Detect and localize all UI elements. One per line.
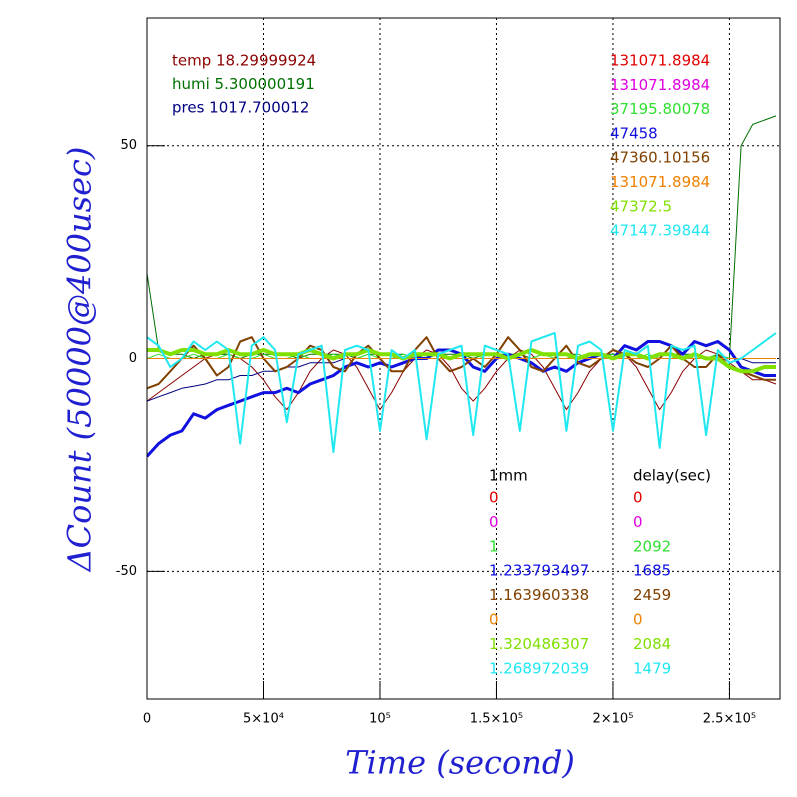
y-tick-label: 0 bbox=[129, 351, 137, 366]
legend-entry: pres 1017.700012 bbox=[172, 99, 309, 117]
table-header: delay(sec) bbox=[633, 467, 711, 485]
x-tick-label: 5×10⁴ bbox=[243, 712, 284, 727]
x-axis-title: Time (second) bbox=[345, 744, 575, 782]
x-tick-label: 2.5×10⁵ bbox=[703, 712, 756, 727]
y-axis-title: ΔCount (50000@400usec) bbox=[61, 147, 99, 574]
series-line bbox=[147, 332, 777, 454]
legend-entry: humi 5.300000191 bbox=[172, 75, 315, 93]
table-cell: 0 bbox=[489, 513, 499, 531]
table-cell: 1.233793497 bbox=[489, 562, 589, 580]
legend-entry: 47372.5 bbox=[610, 197, 672, 215]
legend-entry: 131071.8984 bbox=[610, 52, 710, 70]
table-cell: 2084 bbox=[633, 635, 671, 653]
x-tick-label: 2×10⁵ bbox=[592, 712, 633, 727]
plot-frame bbox=[146, 17, 781, 700]
legend-entry: 131071.8984 bbox=[610, 76, 710, 94]
legend-entry: 131071.8984 bbox=[610, 173, 710, 191]
legend-entry: 47147.39844 bbox=[610, 222, 710, 240]
table-cell: 0 bbox=[633, 611, 643, 629]
table-cell: 0 bbox=[633, 489, 643, 507]
table-cell: 2459 bbox=[633, 586, 671, 604]
legend-entry: temp 18.29999924 bbox=[172, 52, 316, 70]
table-cell: 1.163960338 bbox=[489, 586, 589, 604]
table-cell: 0 bbox=[489, 489, 499, 507]
legend-entry: 47458 bbox=[610, 124, 658, 142]
table-cell: 1 bbox=[489, 537, 499, 555]
plot-lines bbox=[147, 115, 777, 458]
table-cell: 2092 bbox=[633, 537, 671, 555]
series-line bbox=[147, 349, 777, 411]
y-tick-label: -50 bbox=[116, 564, 137, 579]
table-cell: 1.320486307 bbox=[489, 635, 589, 653]
x-tick-label: 10⁵ bbox=[369, 712, 391, 727]
table-cell: 1685 bbox=[633, 562, 671, 580]
table-cell: 1479 bbox=[633, 659, 671, 677]
table-header: 1mm bbox=[489, 467, 528, 485]
legend-entry: 37195.80078 bbox=[610, 100, 710, 118]
labels: 0 5×10⁴ 10⁵ 1.5×10⁵ 2×10⁵ 2.5×10⁵ -50 0 50 1mm del… bbox=[116, 52, 756, 727]
x-tick-label: 0 bbox=[143, 712, 151, 727]
legend-entry: 47360.10156 bbox=[610, 149, 710, 167]
table-cell: 0 bbox=[633, 513, 643, 531]
y-tick-label: 50 bbox=[120, 138, 137, 153]
table-cell: 0 bbox=[489, 611, 499, 629]
table-cell: 1.268972039 bbox=[489, 659, 589, 677]
x-tick-label: 1.5×10⁵ bbox=[470, 712, 523, 727]
